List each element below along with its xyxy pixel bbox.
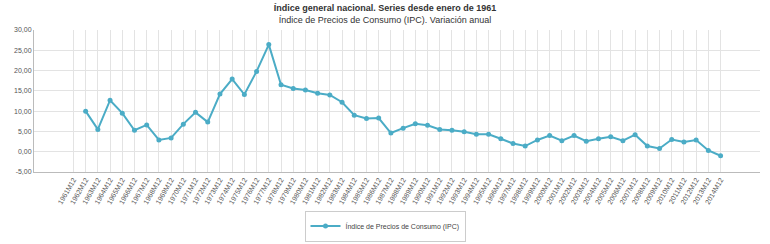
svg-text:2014M12: 2014M12	[704, 177, 725, 206]
svg-text:1969M12: 1969M12	[154, 177, 175, 206]
svg-text:1981M12: 1981M12	[301, 177, 322, 206]
svg-text:1968M12: 1968M12	[142, 177, 163, 206]
svg-text:2013M12: 2013M12	[692, 177, 713, 206]
svg-text:2000M12: 2000M12	[533, 177, 554, 206]
svg-text:1988M12: 1988M12	[386, 177, 407, 206]
svg-text:20,00: 20,00	[14, 67, 32, 74]
svg-text:2012M12: 2012M12	[679, 177, 700, 206]
svg-text:1992M12: 1992M12	[435, 177, 456, 206]
svg-text:1987M12: 1987M12	[374, 177, 395, 206]
svg-text:Índice general nacional. Serie: Índice general nacional. Series desde en…	[274, 3, 497, 25]
svg-text:1999M12: 1999M12	[521, 177, 542, 206]
svg-text:25,00: 25,00	[14, 47, 32, 54]
svg-text:5,00: 5,00	[18, 128, 32, 135]
svg-text:1997M12: 1997M12	[496, 177, 517, 206]
svg-text:1972M12: 1972M12	[191, 177, 212, 206]
svg-text:2008M12: 2008M12	[631, 177, 652, 206]
svg-text:1962M12: 1962M12	[69, 177, 90, 206]
svg-text:2004M12: 2004M12	[582, 177, 603, 206]
svg-text:1961M12: 1961M12	[57, 177, 78, 206]
svg-text:1978M12: 1978M12	[264, 177, 285, 206]
svg-text:-5,00: -5,00	[16, 168, 32, 175]
svg-text:1965M12: 1965M12	[106, 177, 127, 206]
svg-text:2002M12: 2002M12	[557, 177, 578, 206]
svg-text:2010M12: 2010M12	[655, 177, 676, 206]
svg-text:1967M12: 1967M12	[130, 177, 151, 206]
svg-text:1985M12: 1985M12	[350, 177, 371, 206]
svg-text:1984M12: 1984M12	[337, 177, 358, 206]
svg-text:1973M12: 1973M12	[203, 177, 224, 206]
svg-text:1980M12: 1980M12	[289, 177, 310, 206]
svg-text:1990M12: 1990M12	[411, 177, 432, 206]
svg-text:30,00: 30,00	[14, 26, 32, 33]
svg-text:1971M12: 1971M12	[179, 177, 200, 206]
svg-text:2007M12: 2007M12	[618, 177, 639, 206]
svg-text:1976M12: 1976M12	[240, 177, 261, 206]
svg-text:1975M12: 1975M12	[228, 177, 249, 206]
svg-text:1974M12: 1974M12	[215, 177, 236, 206]
svg-text:15,00: 15,00	[14, 87, 32, 94]
svg-text:1993M12: 1993M12	[447, 177, 468, 206]
svg-text:1986M12: 1986M12	[362, 177, 383, 206]
svg-text:2006M12: 2006M12	[606, 177, 627, 206]
svg-text:Índice de Precios de Consumo (: Índice de Precios de Consumo (IPC)	[346, 222, 460, 231]
svg-text:2005M12: 2005M12	[594, 177, 615, 206]
svg-text:1991M12: 1991M12	[423, 177, 444, 206]
svg-text:1989M12: 1989M12	[399, 177, 420, 206]
svg-text:0,00: 0,00	[18, 148, 32, 155]
svg-text:1966M12: 1966M12	[118, 177, 139, 206]
svg-text:2011M12: 2011M12	[667, 177, 687, 205]
svg-text:1970M12: 1970M12	[167, 177, 188, 206]
svg-text:1979M12: 1979M12	[276, 177, 297, 206]
svg-text:1982M12: 1982M12	[313, 177, 334, 206]
svg-text:1996M12: 1996M12	[484, 177, 505, 206]
svg-text:2009M12: 2009M12	[643, 177, 664, 206]
svg-text:1963M12: 1963M12	[81, 177, 102, 206]
svg-text:2001M12: 2001M12	[545, 177, 566, 206]
svg-text:1983M12: 1983M12	[325, 177, 346, 206]
svg-text:1994M12: 1994M12	[460, 177, 481, 206]
svg-text:1977M12: 1977M12	[252, 177, 273, 206]
svg-text:1964M12: 1964M12	[93, 177, 114, 206]
svg-text:10,00: 10,00	[14, 108, 32, 115]
svg-text:1995M12: 1995M12	[472, 177, 493, 206]
svg-text:1998M12: 1998M12	[508, 177, 529, 206]
svg-text:2003M12: 2003M12	[569, 177, 590, 206]
